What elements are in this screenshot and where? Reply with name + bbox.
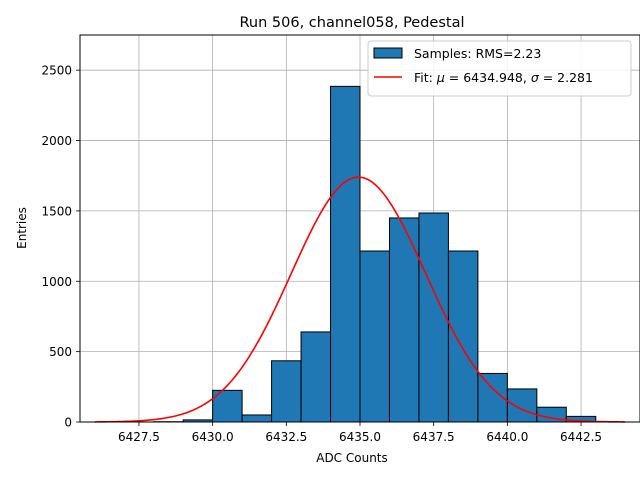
x-tick-label: 6430.0 — [192, 430, 234, 444]
chart-title: Run 506, channel058, Pedestal — [239, 15, 464, 31]
histogram-bar — [507, 389, 536, 422]
y-tick-label: 500 — [49, 345, 72, 359]
histogram-bar — [448, 251, 477, 422]
histogram-bar — [419, 213, 448, 422]
legend-label-samples: Samples: RMS=2.23 — [414, 46, 541, 61]
x-tick-label: 6440.0 — [486, 430, 528, 444]
y-tick-label: 0 — [64, 416, 72, 430]
x-tick-label: 6435.0 — [339, 430, 381, 444]
x-tick-label: 6432.5 — [265, 430, 307, 444]
x-tick-label: 6437.5 — [413, 430, 455, 444]
y-tick-label: 2500 — [41, 64, 72, 78]
legend: Samples: RMS=2.23 Fit: μ = 6434.948, σ =… — [368, 41, 631, 96]
histogram-bar — [272, 361, 301, 422]
x-tick-label: 6442.5 — [560, 430, 602, 444]
y-tick-label: 1000 — [41, 275, 72, 289]
histogram-bar — [301, 332, 330, 422]
histogram-bar — [360, 251, 389, 422]
legend-swatch-histogram — [374, 48, 402, 58]
y-tick-label: 1500 — [41, 204, 72, 218]
histogram-bar — [331, 86, 360, 422]
y-tick-label: 2000 — [41, 134, 72, 148]
x-axis-label: ADC Counts — [316, 451, 388, 465]
x-tick-label: 6427.5 — [118, 430, 160, 444]
histogram-bar — [242, 415, 271, 422]
legend-label-fit: Fit: μ = 6434.948, σ = 2.281 — [414, 70, 593, 85]
y-axis-label: Entries — [15, 207, 29, 249]
